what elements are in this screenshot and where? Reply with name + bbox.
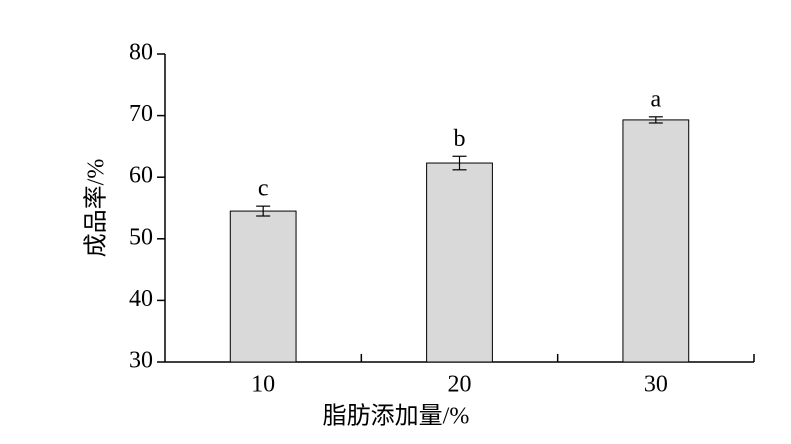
x-tick-label: 20	[448, 372, 472, 398]
y-tick-label: 60	[129, 163, 153, 189]
y-tick-label: 70	[129, 101, 153, 127]
significance-label: c	[258, 176, 269, 202]
y-tick-label: 30	[129, 348, 153, 374]
x-tick-label: 10	[251, 372, 275, 398]
y-tick-label: 80	[129, 40, 153, 66]
y-axis-label: 成品率/%	[83, 159, 110, 258]
significance-label: a	[651, 86, 662, 112]
significance-label: b	[454, 126, 466, 152]
x-tick-label: 30	[644, 372, 668, 398]
y-tick-label: 40	[129, 286, 153, 312]
bar	[622, 119, 690, 363]
bar	[229, 210, 297, 363]
y-tick-label: 50	[129, 224, 153, 250]
x-axis-label: 脂肪添加量/%	[323, 403, 470, 430]
bar	[426, 162, 493, 363]
